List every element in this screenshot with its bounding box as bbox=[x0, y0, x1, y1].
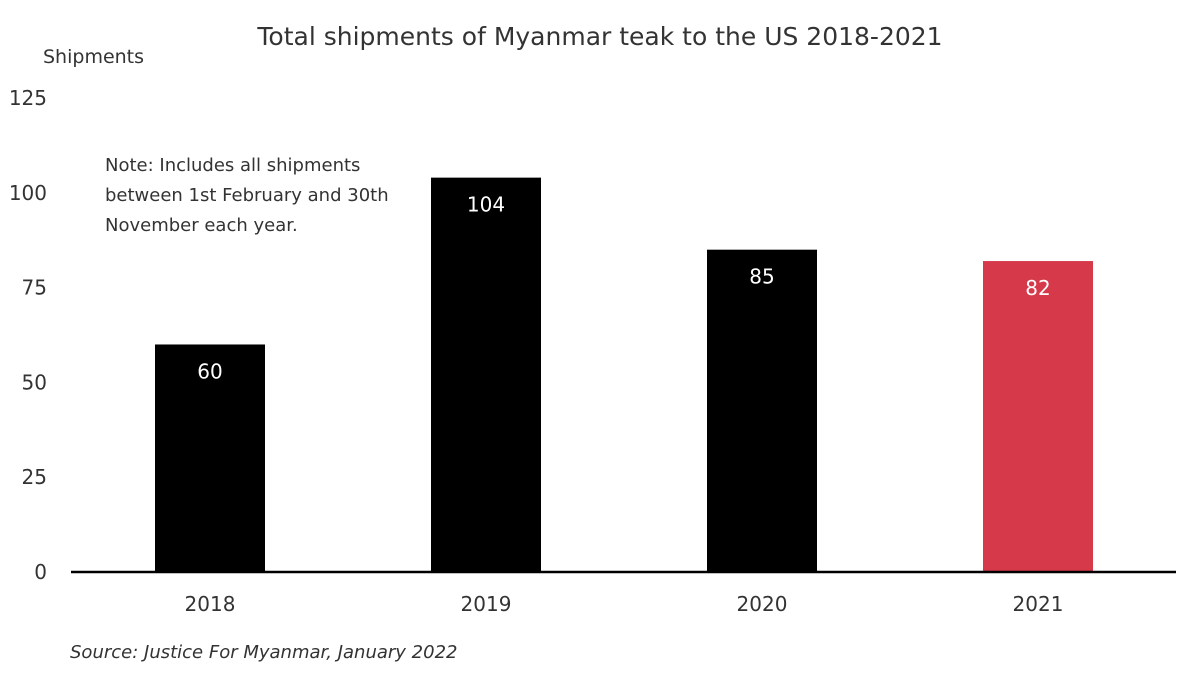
bar-2019 bbox=[431, 177, 541, 572]
note-line: November each year. bbox=[105, 215, 298, 236]
y-tick-label: 125 bbox=[9, 86, 47, 110]
y-tick-label: 50 bbox=[22, 370, 47, 394]
bars bbox=[155, 177, 1093, 572]
x-tick-label: 2020 bbox=[737, 592, 788, 616]
bar-2021 bbox=[983, 261, 1093, 572]
data-label: 60 bbox=[197, 359, 222, 383]
chart-note: Note: Includes all shipments between 1st … bbox=[105, 155, 389, 236]
y-axis-label: Shipments bbox=[43, 46, 144, 68]
note-line: Note: Includes all shipments bbox=[105, 155, 360, 176]
bar-2020 bbox=[707, 249, 817, 572]
chart-title: Total shipments of Myanmar teak to the U… bbox=[256, 22, 942, 51]
y-tick-label: 100 bbox=[9, 181, 47, 205]
x-axis-ticks: 2018 2019 2020 2021 bbox=[185, 592, 1064, 616]
x-tick-label: 2021 bbox=[1013, 592, 1064, 616]
source-note: Source: Justice For Myanmar, January 202… bbox=[70, 642, 457, 663]
data-labels: 60 104 85 82 bbox=[197, 193, 1050, 384]
y-tick-label: 75 bbox=[22, 276, 47, 300]
y-tick-label: 25 bbox=[22, 465, 47, 489]
data-label: 85 bbox=[749, 265, 774, 289]
note-line: between 1st February and 30th bbox=[105, 185, 389, 206]
data-label: 104 bbox=[467, 193, 505, 217]
y-tick-label: 0 bbox=[34, 560, 47, 584]
y-axis-ticks: 0 25 50 75 100 125 bbox=[9, 86, 47, 584]
x-tick-label: 2019 bbox=[461, 592, 512, 616]
data-label: 82 bbox=[1025, 276, 1050, 300]
x-tick-label: 2018 bbox=[185, 592, 236, 616]
bar-2018 bbox=[155, 344, 265, 572]
